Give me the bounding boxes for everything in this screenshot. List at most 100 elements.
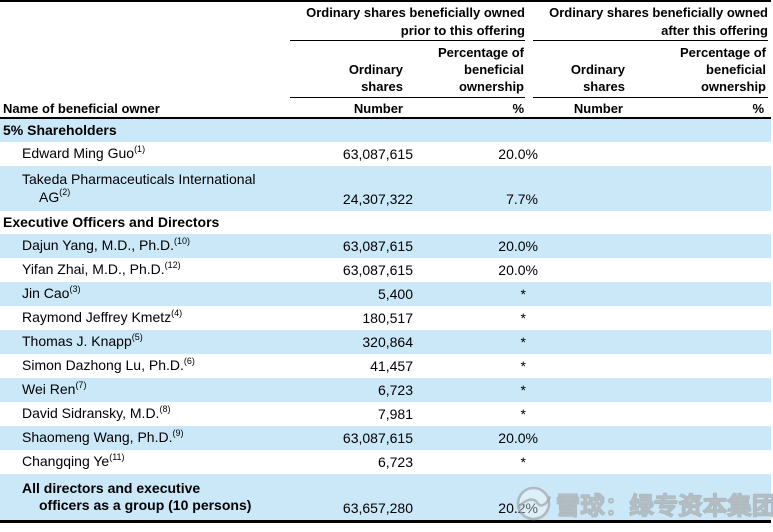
shares-number-after-cell [538, 330, 635, 354]
subheader-text: shares [583, 79, 625, 94]
subheader-percentage-prior: Percentage of beneficial ownership [424, 44, 524, 95]
person-row: Shaomeng Wang, Ph.D.(9) 63,087,615 20.0% [0, 426, 771, 450]
col-group-header-prior-line2: prior to this offering [400, 22, 525, 38]
subheader-text: Percentage of [680, 45, 766, 60]
shares-number-after-cell [538, 258, 635, 282]
ownership-percent-cell: * [520, 454, 526, 470]
ownership-percent-cell: * [520, 406, 526, 422]
shares-number-after-cell [538, 474, 635, 520]
ownership-percent-cell: * [520, 310, 526, 326]
subheader-text: ownership [458, 79, 524, 94]
ownership-percent-after-cell [635, 474, 768, 520]
percent-column-header-after: % [752, 101, 764, 116]
prior-subheader-rule [290, 97, 525, 98]
footnote-superscript: (8) [159, 403, 171, 414]
shares-number-cell: 63,087,615 [342, 238, 413, 254]
shares-number-after-cell [538, 354, 635, 378]
shares-number-cell: 41,457 [370, 358, 413, 374]
ownership-percent-after-cell [635, 234, 768, 258]
ownership-percent-cell: * [520, 286, 526, 302]
ownership-percent-cell: 20.0% [498, 430, 538, 446]
shares-number-after-cell [538, 119, 635, 142]
col-group-header-after: Ordinary shares beneficially owned after… [533, 4, 768, 39]
ownership-percent-after-cell [635, 258, 768, 282]
subheader-text: shares [361, 79, 403, 94]
subheader-percentage-after: Percentage of beneficial ownership [666, 44, 766, 95]
shares-number-cell: 63,087,615 [342, 262, 413, 278]
subheader-text: beneficial [464, 62, 524, 77]
shares-number-after-cell [538, 306, 635, 330]
section-row: 5% Shareholders [0, 119, 771, 142]
shares-number-cell: 63,087,615 [342, 430, 413, 446]
footnote-superscript: (7) [75, 379, 87, 390]
footnote-superscript: (4) [171, 307, 183, 318]
footnote-superscript: (11) [109, 451, 125, 462]
subheader-text: Ordinary [570, 62, 625, 77]
percent-column-header-prior: % [512, 101, 524, 116]
ownership-percent-cell: 20.0% [498, 262, 538, 278]
table-body: 5% Shareholders Edward Ming Guo(1) 63,08… [0, 119, 773, 523]
shares-number-after-cell [538, 211, 635, 234]
footnote-superscript: (1) [134, 143, 146, 154]
ownership-percent-after-cell [635, 402, 768, 426]
ownership-percent-cell: * [520, 334, 526, 350]
ownership-percent-after-cell [635, 211, 768, 234]
ownership-percent-after-cell [635, 166, 768, 211]
footnote-superscript: (5) [131, 331, 143, 342]
footnote-superscript: (10) [174, 235, 191, 246]
ownership-percent-after-cell [635, 378, 768, 402]
table-top-rule [0, 0, 771, 2]
ownership-percent-after-cell [635, 306, 768, 330]
section-row: Executive Officers and Directors [0, 211, 771, 234]
ownership-percent-cell: * [520, 382, 526, 398]
footnote-superscript: (12) [164, 259, 181, 270]
person-row: Yifan Zhai, M.D., Ph.D.(12) 63,087,615 2… [0, 258, 771, 282]
person-row: Dajun Yang, M.D., Ph.D.(10) 63,087,615 2… [0, 234, 771, 258]
owner-name-cell: All directors and executive officers as … [22, 479, 252, 514]
person-row: Thomas J. Knapp(5) 320,864 * [0, 330, 771, 354]
subheader-ordinary-shares-prior: Ordinary shares [303, 61, 403, 95]
after-group-rule [533, 40, 768, 41]
shares-number-after-cell [538, 378, 635, 402]
person-row: Wei Ren(7) 6,723 * [0, 378, 771, 402]
ownership-percent-after-cell [635, 142, 768, 166]
footnote-superscript: (6) [183, 355, 195, 366]
shares-number-cell: 320,864 [362, 334, 413, 350]
shares-number-after-cell [538, 426, 635, 450]
footnote-superscript: (9) [172, 427, 184, 438]
person-row: Simon Dazhong Lu, Ph.D.(6) 41,457 * [0, 354, 771, 378]
shares-number-cell [290, 119, 413, 142]
col-group-header-prior-line1: Ordinary shares beneficially owned [306, 5, 525, 20]
person-row: Changqing Ye(11) 6,723 * [0, 450, 771, 474]
shares-number-cell: 63,657,280 [342, 500, 413, 516]
shares-number-after-cell [538, 142, 635, 166]
ownership-percent-after-cell [635, 119, 768, 142]
name-column-header: Name of beneficial owner [3, 101, 160, 116]
owner-name-cell: Thomas J. Knapp(5) [22, 331, 143, 350]
ownership-percent-cell [413, 211, 538, 234]
shares-number-after-cell [538, 450, 635, 474]
owner-name-cell: 5% Shareholders [3, 121, 117, 138]
subheader-text: ownership [700, 79, 766, 94]
owner-name-cell: Raymond Jeffrey Kmetz(4) [22, 307, 183, 326]
shares-number-after-cell [538, 402, 635, 426]
subheader-text: Ordinary [348, 62, 403, 77]
header-bottom-rule [0, 117, 771, 119]
ownership-percent-cell: * [520, 358, 526, 374]
col-group-header-after-line2: after this offering [661, 22, 768, 38]
subheader-ordinary-shares-after: Ordinary shares [525, 61, 625, 95]
person-row: Jin Cao(3) 5,400 * [0, 282, 771, 306]
owner-name-cell: Wei Ren(7) [22, 379, 87, 398]
table-bottom-rule [0, 520, 771, 523]
ownership-percent-after-cell [635, 426, 768, 450]
shares-number-after-cell [538, 234, 635, 258]
owner-name-cell: Yifan Zhai, M.D., Ph.D.(12) [22, 259, 181, 278]
ownership-percent-cell: 20.2% [498, 500, 538, 516]
ownership-percent-after-cell [635, 282, 768, 306]
shares-number-cell [290, 211, 413, 234]
ownership-percent-cell: 20.0% [498, 238, 538, 254]
shares-number-cell: 6,723 [377, 382, 413, 398]
owner-name-cell: Takeda Pharmaceuticals International AG(… [22, 171, 256, 205]
person-row: Edward Ming Guo(1) 63,087,615 20.0% [0, 142, 771, 166]
